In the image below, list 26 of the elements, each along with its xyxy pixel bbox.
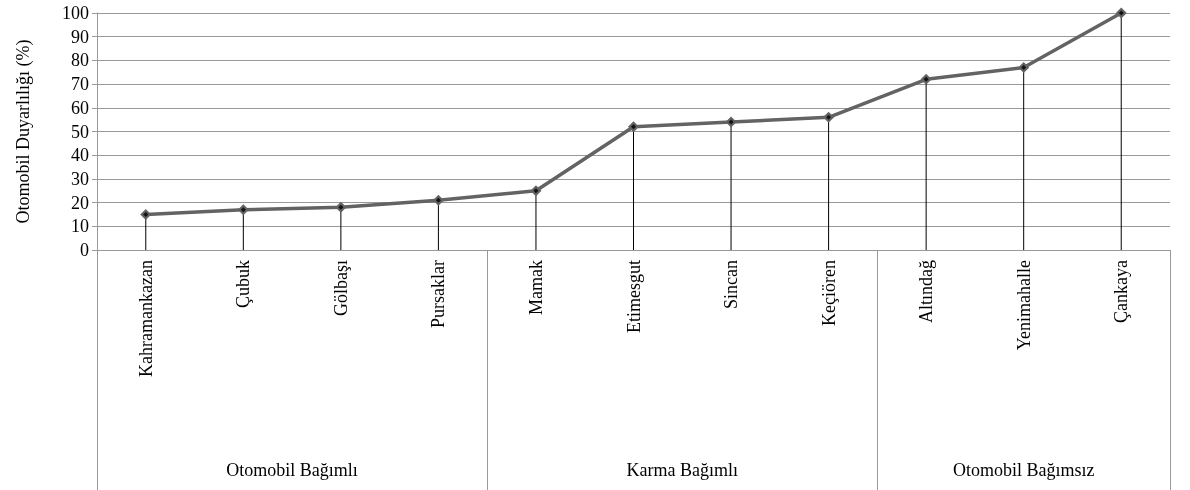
y-tick-label: 50 xyxy=(71,121,89,142)
x-tick-label: Kahramankazan xyxy=(135,260,156,377)
x-tick-label: Çankaya xyxy=(1111,260,1132,323)
x-tick-label: Pursaklar xyxy=(428,260,449,328)
x-tick-label: Altındağ xyxy=(916,260,937,323)
text: Otomobil Bağımsız xyxy=(952,460,1095,480)
y-tick-label: 30 xyxy=(71,168,89,189)
y-tick-label: 0 xyxy=(80,240,89,260)
x-tick-label: Etimesgut xyxy=(623,260,644,333)
text: Karma Bağımlı xyxy=(626,460,739,480)
y-axis-title: Otomobil Duyarlılığı (%) xyxy=(13,39,34,224)
y-tick-label: 70 xyxy=(71,74,89,95)
y-tick-label: 20 xyxy=(71,192,89,213)
y-tick-label: 80 xyxy=(71,50,89,71)
x-tick-label: Yenimahalle xyxy=(1013,260,1034,351)
x-tick-label: Mamak xyxy=(525,260,546,315)
y-tick-label: 90 xyxy=(71,26,89,47)
text: Otomobil Bağımlı xyxy=(226,460,358,480)
y-tick-label: 40 xyxy=(71,145,89,166)
x-tick-label: Sincan xyxy=(721,260,742,309)
y-tick-label: 10 xyxy=(71,216,89,237)
x-tick-label: Keçiören xyxy=(818,260,839,326)
x-tick-label: Çubuk xyxy=(233,260,254,309)
y-tick-label: 100 xyxy=(62,3,89,23)
y-tick-label: 60 xyxy=(71,97,89,118)
x-tick-label: Gölbaşı xyxy=(330,260,351,316)
